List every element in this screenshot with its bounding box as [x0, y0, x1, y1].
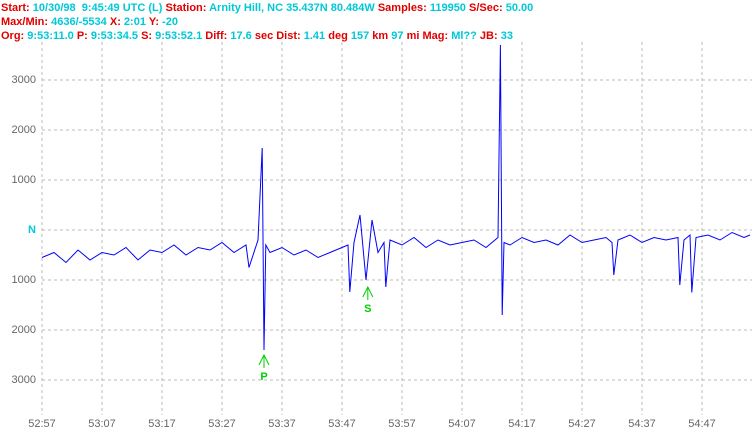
- y-tick-label: N: [28, 224, 36, 236]
- header-value: 17.6: [230, 30, 252, 42]
- x-tick-label: 54:47: [688, 418, 716, 430]
- header-value: 50.00: [505, 2, 534, 14]
- header-value: 9:53:52.1: [155, 30, 203, 42]
- header-value: 10/30/98 9:45:49 UTC (L): [32, 2, 163, 14]
- header-value: 4636/-5534: [51, 16, 107, 28]
- header-label: deg: [328, 30, 348, 42]
- header-label: Station:: [165, 2, 207, 14]
- header-label: Y:: [148, 16, 159, 28]
- x-tick-label: 54:07: [448, 418, 476, 430]
- annotation-label: S: [364, 303, 371, 315]
- header-label: Diff:: [205, 30, 228, 42]
- header-value: 119950: [429, 2, 466, 14]
- x-tick-label: 53:37: [268, 418, 296, 430]
- x-tick-label: 53:27: [208, 418, 236, 430]
- header-value: 9:53:11.0: [27, 30, 74, 42]
- header-value: 33: [500, 30, 513, 42]
- header-value: Ml??: [451, 30, 477, 42]
- y-tick-label: 2000: [12, 124, 36, 136]
- header-label: mi Mag:: [406, 30, 449, 42]
- x-tick-label: 53:07: [88, 418, 116, 430]
- header-value: 97: [391, 30, 404, 42]
- y-tick-label: 3000: [12, 74, 36, 86]
- header-label: km: [372, 30, 389, 42]
- header: Start: 10/30/98 9:45:49 UTC (L) Station:…: [1, 1, 536, 43]
- header-value: 1.41: [303, 30, 326, 42]
- header-value: 157: [350, 30, 370, 42]
- annotation-arrow: [258, 353, 270, 368]
- x-tick-label: 54:27: [568, 418, 596, 430]
- x-tick-label: 53:57: [388, 418, 416, 430]
- header-value: Arnity Hill, NC 35.437N 80.484W: [209, 2, 375, 14]
- header-label: P:: [76, 30, 88, 42]
- header-line: Start: 10/30/98 9:45:49 UTC (L) Station:…: [1, 1, 536, 15]
- y-tick-label: 1000: [12, 174, 36, 186]
- waveform: [41, 44, 751, 351]
- header-label: S:: [141, 30, 153, 42]
- header-value: 9:53:34.5: [90, 30, 138, 42]
- header-label: S/Sec:: [469, 2, 503, 14]
- header-label: Max/Min:: [1, 16, 49, 28]
- header-label: Start:: [1, 2, 30, 14]
- annotation-arrow: [362, 285, 374, 300]
- x-tick-label: 53:47: [328, 418, 356, 430]
- x-tick-label: 52:57: [28, 418, 56, 430]
- x-tick-label: 54:37: [628, 418, 656, 430]
- header-label: sec Dist:: [254, 30, 301, 42]
- header-label: Org:: [1, 30, 25, 42]
- y-tick-label: 3000: [12, 374, 36, 386]
- x-tick-label: 54:17: [508, 418, 536, 430]
- y-tick-label: 1000: [12, 274, 36, 286]
- header-line: Org: 9:53:11.0 P: 9:53:34.5 S: 9:53:52.1…: [1, 29, 536, 43]
- header-value: -20: [162, 16, 178, 28]
- header-label: Samples:: [377, 2, 427, 14]
- header-label: JB:: [479, 30, 498, 42]
- header-line: Max/Min: 4636/-5534 X: 2:01 Y: -20: [1, 15, 536, 29]
- x-tick-label: 53:17: [148, 418, 176, 430]
- header-value: 2:01: [123, 16, 146, 28]
- annotation-label: P: [260, 371, 267, 383]
- y-tick-label: 2000: [12, 324, 36, 336]
- header-label: X:: [109, 16, 121, 28]
